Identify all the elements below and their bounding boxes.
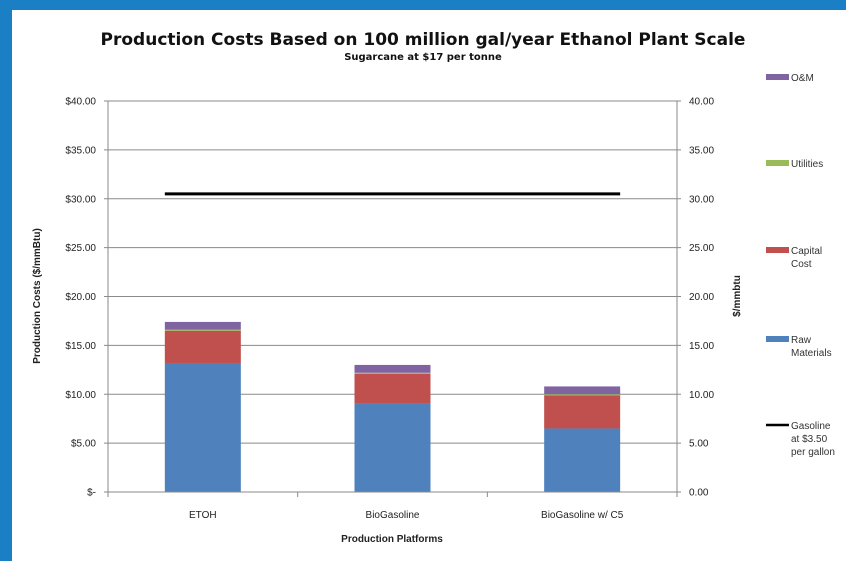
legend-label: Gasoline at $3.50 per gallon	[791, 421, 835, 458]
x-tick-label: ETOH	[189, 510, 217, 521]
y2-axis-label: $/mmbtu	[732, 275, 743, 317]
y-tick-label: $30.00	[65, 194, 96, 205]
bar-capital-cost	[354, 373, 431, 404]
legend-swatch	[766, 74, 789, 80]
y-tick-label: $15.00	[65, 341, 96, 352]
y2-tick-label: 0.00	[689, 488, 709, 499]
bar-capital-cost	[164, 330, 241, 363]
x-tick-label: BioGasoline w/ C5	[541, 510, 624, 521]
y-tick-label: $40.00	[65, 97, 96, 108]
y-tick-label: $20.00	[65, 292, 96, 303]
bar-utilities	[164, 329, 241, 331]
y2-tick-label: 15.00	[689, 341, 714, 352]
y-tick-label: $35.00	[65, 145, 96, 156]
bar-o-m	[544, 386, 621, 395]
bar-o-m	[164, 321, 241, 330]
legend-label: Raw Materials	[791, 335, 832, 359]
chart-subtitle: Sugarcane at $17 per tonne	[344, 52, 502, 63]
bars-group	[164, 321, 621, 492]
y-axis-label: Production Costs ($/mmBtu)	[32, 228, 43, 364]
y2-tick-label: 35.00	[689, 145, 714, 156]
x-tick-label: BioGasoline	[366, 510, 420, 521]
bar-utilities	[544, 394, 621, 396]
y-tick-label: $10.00	[65, 390, 96, 401]
bar-o-m	[354, 364, 431, 373]
axes-group	[104, 100, 681, 497]
x-axis-label: Production Platforms	[341, 534, 443, 545]
y2-tick-label: 30.00	[689, 194, 714, 205]
bar-capital-cost	[544, 395, 621, 429]
legend-swatch	[766, 336, 789, 342]
legend-label: Utilities	[791, 159, 823, 170]
legend-swatch	[766, 160, 789, 166]
y2-tick-label: 5.00	[689, 439, 709, 450]
y2-tick-label: 20.00	[689, 292, 714, 303]
legend: O&M Utilities Capital Cost Raw Materials Gasol…	[766, 73, 835, 458]
y2-tick-label: 40.00	[689, 97, 714, 108]
y-tick-label: $-	[87, 488, 96, 499]
ticks-group: $- 0.00 $5.00 5.00 $10.00 10.00 $15.00 15.00 $20…	[65, 97, 714, 522]
y-tick-label: $5.00	[71, 439, 96, 450]
bar-raw-materials	[164, 362, 241, 492]
y2-tick-label: 25.00	[689, 243, 714, 254]
legend-swatch	[766, 247, 789, 253]
bar-utilities	[354, 372, 431, 374]
legend-label: O&M	[791, 73, 814, 84]
y2-tick-label: 10.00	[689, 390, 714, 401]
chart-title: Production Costs Based on 100 million ga…	[100, 30, 746, 50]
bar-raw-materials	[354, 403, 431, 492]
y-tick-label: $25.00	[65, 243, 96, 254]
bar-raw-materials	[544, 428, 621, 492]
legend-label: Capital Cost	[791, 246, 822, 270]
